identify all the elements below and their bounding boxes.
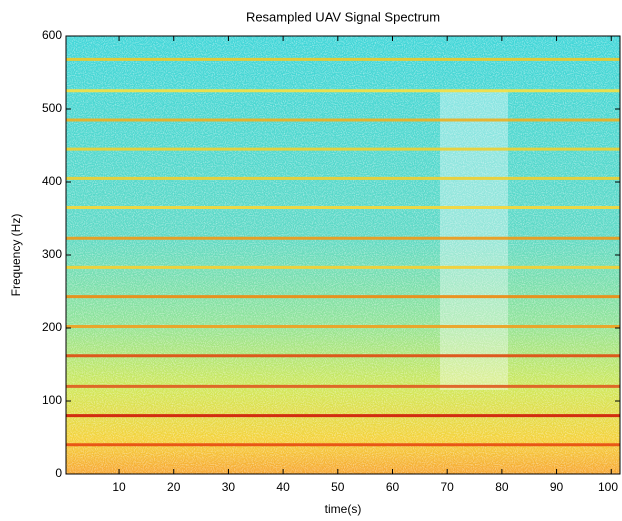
y-tick-label: 600 — [42, 28, 62, 42]
y-tick-label: 300 — [42, 247, 62, 261]
x-tick-label: 100 — [598, 480, 618, 494]
x-tick-label: 50 — [331, 480, 345, 494]
y-tick-label: 400 — [42, 174, 62, 188]
spectrogram-band — [440, 90, 508, 390]
x-tick-label: 90 — [550, 480, 564, 494]
y-tick-label: 100 — [42, 393, 62, 407]
chart-title: Resampled UAV Signal Spectrum — [246, 9, 440, 24]
y-axis-label: Frequency (Hz) — [9, 214, 23, 297]
y-tick-label: 0 — [55, 466, 62, 480]
spectrogram-noise — [66, 36, 620, 474]
y-tick-label: 200 — [42, 320, 62, 334]
x-tick-label: 70 — [441, 480, 455, 494]
x-tick-label: 80 — [495, 480, 509, 494]
x-tick-label: 30 — [222, 480, 236, 494]
x-tick-label: 20 — [167, 480, 181, 494]
x-tick-label: 10 — [112, 480, 126, 494]
y-tick-label: 500 — [42, 101, 62, 115]
x-tick-label: 60 — [386, 480, 400, 494]
x-axis-label: time(s) — [325, 502, 362, 516]
x-tick-label: 40 — [276, 480, 290, 494]
